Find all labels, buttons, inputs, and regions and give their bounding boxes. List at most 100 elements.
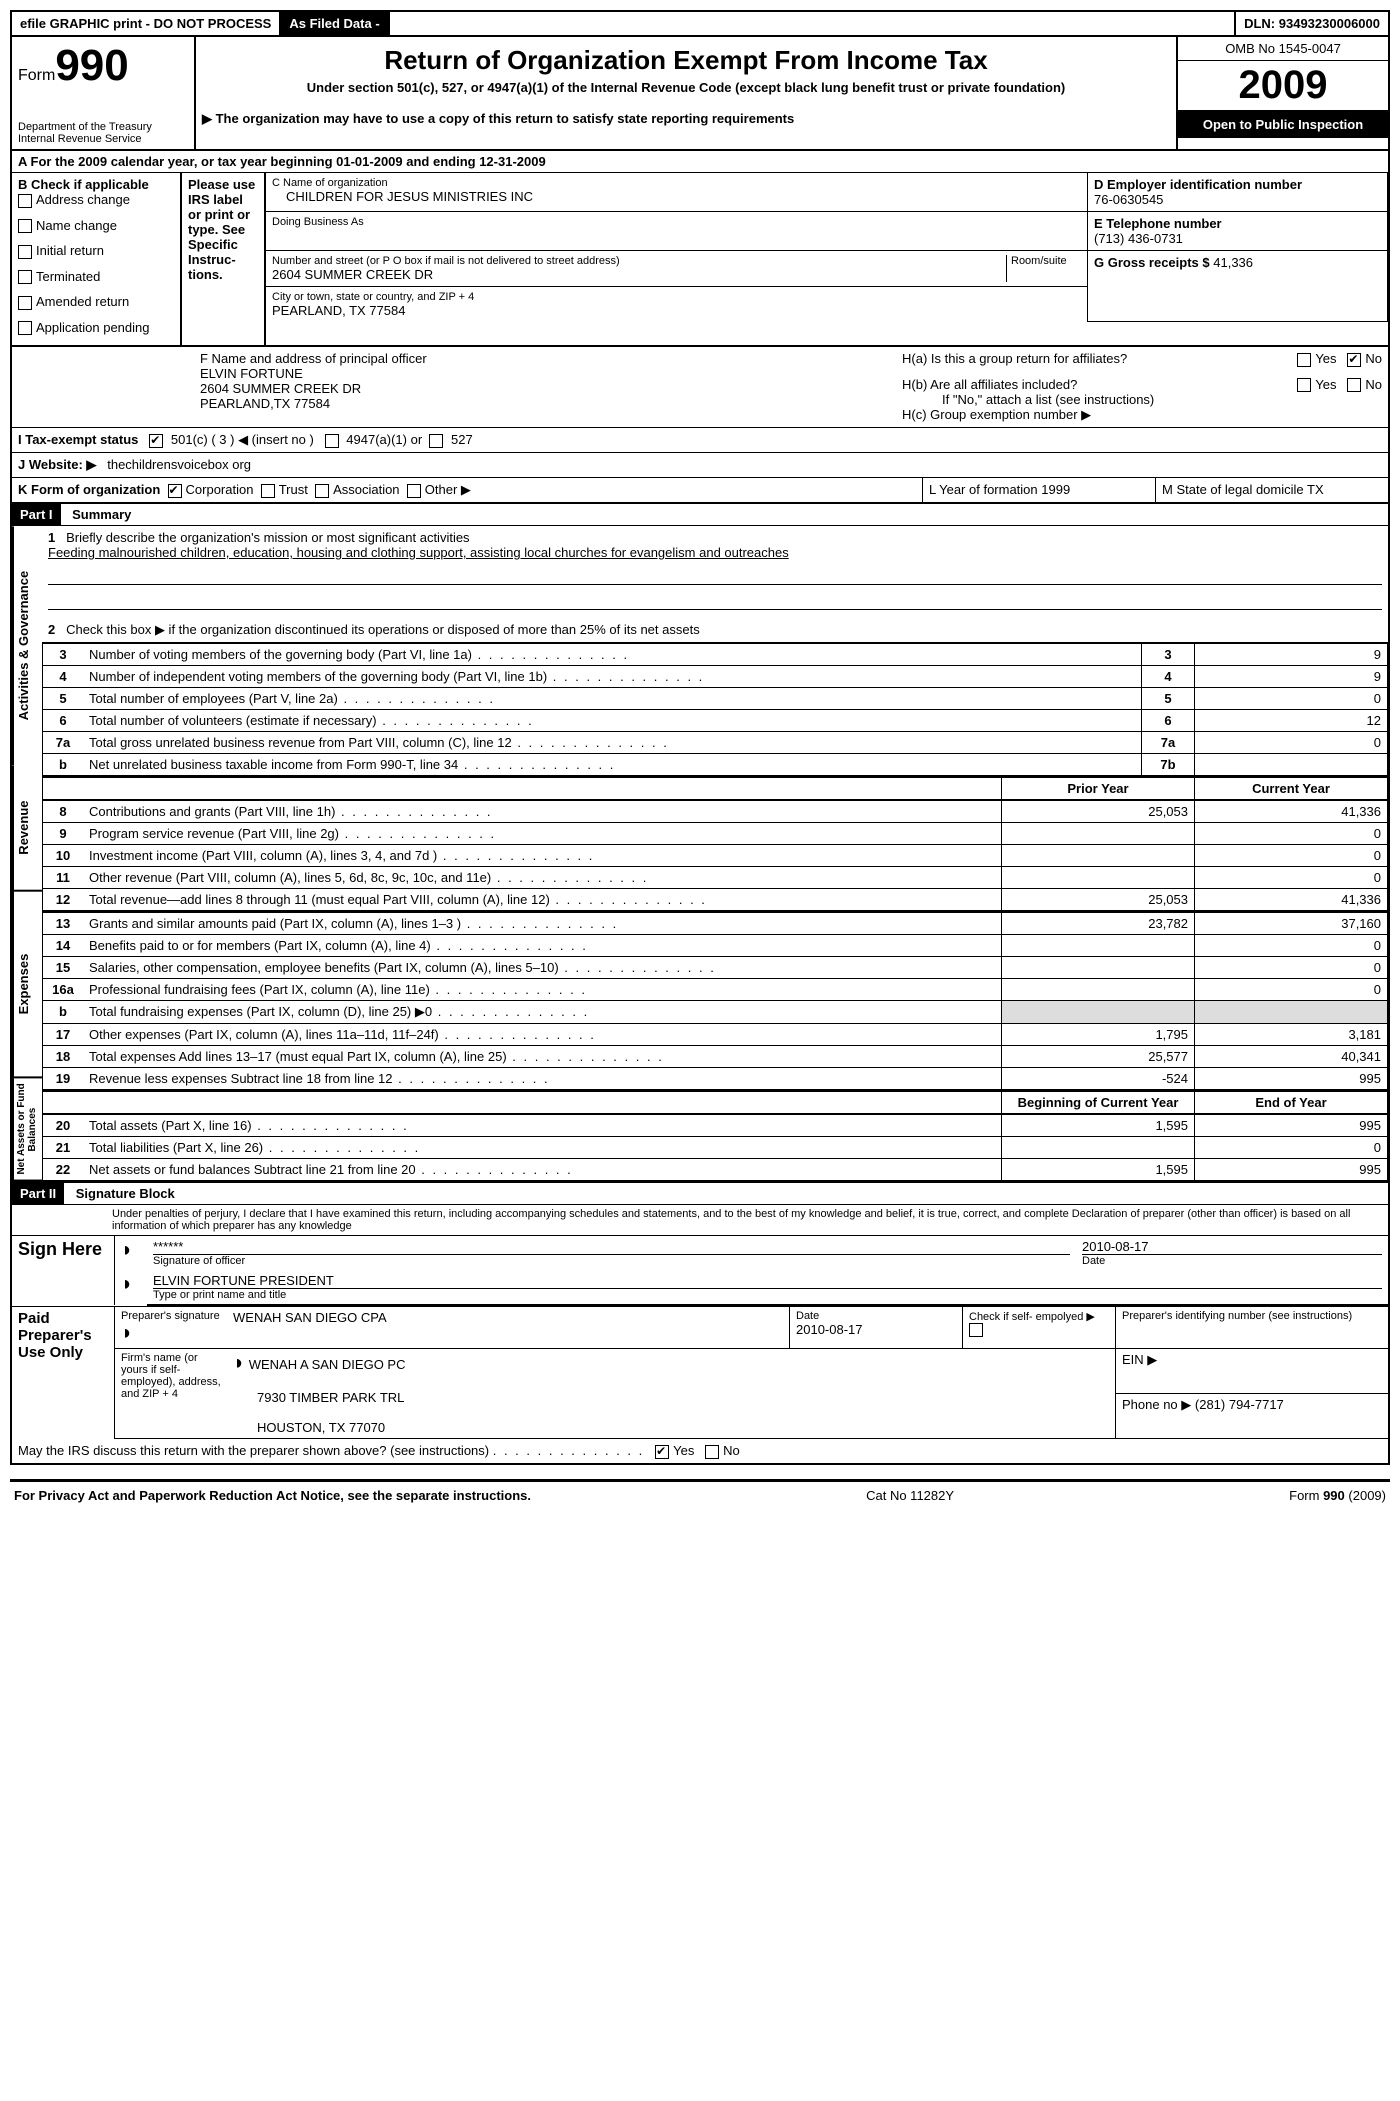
hb-note: If "No," attach a list (see instructions… <box>902 392 1382 407</box>
box-c-dba: Doing Business As <box>266 212 1088 251</box>
inspection-notice: Open to Public Inspection <box>1178 111 1388 138</box>
discuss-line: May the IRS discuss this return with the… <box>12 1439 1388 1463</box>
ein-label: EIN ▶ <box>1116 1349 1389 1394</box>
check-terminated[interactable]: Terminated <box>18 269 174 285</box>
check-initial[interactable]: Initial return <box>18 243 174 259</box>
line-a: A For the 2009 calendar year, or tax yea… <box>12 151 1388 173</box>
preparer-phone: Phone no ▶ (281) 794-7717 <box>1116 1394 1389 1439</box>
form-990-page: efile GRAPHIC print - DO NOT PROCESS As … <box>10 10 1390 1465</box>
col-current: Current Year <box>1195 777 1388 800</box>
box-b-title: B Check if applicable <box>18 177 174 192</box>
k-other-check[interactable] <box>407 484 421 498</box>
officer-street: 2604 SUMMER CREEK DR <box>200 381 890 396</box>
col-end: End of Year <box>1195 1091 1388 1114</box>
officer-signature: ****** <box>153 1239 1070 1255</box>
rev-table: 8 Contributions and grants (Part VIII, l… <box>42 800 1388 911</box>
firm-info: ◗ WENAH A SAN DIEGO PC 7930 TIMBER PARK … <box>227 1349 1116 1439</box>
street-value: 2604 SUMMER CREEK DR <box>272 267 1006 282</box>
dba-label: Doing Business As <box>272 216 1081 228</box>
hb-no-check[interactable] <box>1347 378 1361 392</box>
pointer-icon: ◗ <box>121 1239 133 1261</box>
k-trust-check[interactable] <box>261 484 275 498</box>
e-label: E Telephone number <box>1094 216 1381 231</box>
line-m: M State of legal domicile TX <box>1155 478 1388 502</box>
i-527-check[interactable] <box>429 434 443 448</box>
check-name[interactable]: Name change <box>18 218 174 234</box>
officer-name-title: ELVIN FORTUNE PRESIDENT <box>153 1273 1382 1289</box>
page-footer: For Privacy Act and Paperwork Reduction … <box>10 1479 1390 1509</box>
dept-line1: Department of the Treasury <box>18 121 188 133</box>
i-label: I Tax-exempt status <box>18 432 138 447</box>
form-label: Form <box>18 67 55 84</box>
mission-text: Feeding malnourished children, education… <box>48 545 789 560</box>
gov-table: 3 Number of voting members of the govern… <box>42 643 1388 776</box>
part2-badge: Part II <box>12 1183 64 1204</box>
perjury-statement: Under penalties of perjury, I declare th… <box>12 1205 1388 1236</box>
hb-label: H(b) Are all affiliates included? <box>902 377 1077 393</box>
label-expenses: Expenses <box>12 891 42 1078</box>
city-value: PEARLAND, TX 77584 <box>272 303 1081 318</box>
k-assoc-check[interactable] <box>315 484 329 498</box>
prep-sig-label: Preparer's signature ◗ <box>115 1307 228 1349</box>
box-c-city: City or town, state or country, and ZIP … <box>266 287 1088 322</box>
copy-note: ▶ The organization may have to use a cop… <box>202 111 1170 127</box>
dln-label: DLN: <box>1244 16 1275 31</box>
box-c-name: C Name of organization CHILDREN FOR JESU… <box>266 173 1088 212</box>
signature-block: Sign Here ◗ ****** Signature of officer … <box>12 1236 1388 1306</box>
line2: 2 Check this box ▶ if the organization d… <box>42 618 1388 643</box>
check-address[interactable]: Address change <box>18 192 174 208</box>
k-corp-check[interactable] <box>168 484 182 498</box>
website-value: thechildrensvoicebox org <box>107 457 251 472</box>
line-k: K Form of organization Corporation Trust… <box>12 478 1388 504</box>
hb-yes-check[interactable] <box>1297 378 1311 392</box>
label-netassets: Net Assets or Fund Balances <box>12 1079 42 1182</box>
hc-label: H(c) Group exemption number ▶ <box>902 407 1382 423</box>
part1-body: Activities & Governance Revenue Expenses… <box>12 526 1388 1183</box>
exp-table: 13 Grants and similar amounts paid (Part… <box>42 911 1388 1090</box>
sig-date: 2010-08-17 <box>1082 1239 1382 1255</box>
g-label: G Gross receipts $ <box>1094 255 1210 270</box>
top-bar: efile GRAPHIC print - DO NOT PROCESS As … <box>12 12 1388 37</box>
header-left: Form990 Department of the Treasury Inter… <box>12 37 196 149</box>
omb-number: OMB No 1545-0047 <box>1178 37 1388 61</box>
officer-city: PEARLAND,TX 77584 <box>200 396 890 411</box>
line1: 1 Briefly describe the organization's mi… <box>42 526 1388 618</box>
box-g: G Gross receipts $ 41,336 <box>1088 251 1388 322</box>
part2-header: Part II Signature Block <box>12 1183 1388 1205</box>
dln-value: 93493230006000 <box>1279 16 1380 31</box>
prep-id-label: Preparer's identifying number (see instr… <box>1116 1307 1389 1349</box>
i-501c-check[interactable] <box>149 434 163 448</box>
net-table: 20 Total assets (Part X, line 16) 1,5959… <box>42 1114 1388 1181</box>
box-d: D Employer identification number 76-0630… <box>1088 173 1388 212</box>
gross-receipts: 41,336 <box>1213 255 1253 270</box>
check-pending[interactable]: Application pending <box>18 320 174 336</box>
self-employed-check[interactable] <box>969 1323 983 1337</box>
discuss-no-check[interactable] <box>705 1445 719 1459</box>
box-h: H(a) Is this a group return for affiliat… <box>896 347 1388 427</box>
preparer-block: Paid Preparer's Use Only Preparer's sign… <box>12 1306 1388 1439</box>
box-e: E Telephone number (713) 436-0731 <box>1088 212 1388 251</box>
date-label: Date <box>1082 1255 1382 1267</box>
ha-no-check[interactable] <box>1347 353 1361 367</box>
as-filed-label: As Filed Data - <box>281 12 389 35</box>
f-label: F Name and address of principal officer <box>200 351 890 366</box>
line-i: I Tax-exempt status 501(c) ( 3 ) ◀ (inse… <box>12 428 1388 453</box>
street-label: Number and street (or P O box if mail is… <box>272 255 1006 267</box>
net-header: Beginning of Current Year End of Year <box>42 1090 1388 1114</box>
form-ref: Form 990 (2009) <box>1289 1488 1386 1503</box>
box-f: F Name and address of principal officer … <box>194 347 896 427</box>
rev-header: Prior Year Current Year <box>42 776 1388 800</box>
form-number: 990 <box>55 41 128 90</box>
check-amended[interactable]: Amended return <box>18 294 174 310</box>
tax-year: 2009 <box>1178 61 1388 111</box>
sig-officer-label: Signature of officer <box>153 1255 1070 1267</box>
irs-label-note: Please use IRS label or print or type. S… <box>182 173 266 345</box>
entity-info-grid: B Check if applicable Address change Nam… <box>12 173 1388 347</box>
ha-yes-check[interactable] <box>1297 353 1311 367</box>
efile-notice: efile GRAPHIC print - DO NOT PROCESS <box>12 12 281 35</box>
header-center: Return of Organization Exempt From Incom… <box>196 37 1176 149</box>
sign-here-label: Sign Here <box>12 1236 115 1305</box>
discuss-yes-check[interactable] <box>655 1445 669 1459</box>
i-4947-check[interactable] <box>325 434 339 448</box>
line-j: J Website: ▶ thechildrensvoicebox org <box>12 453 1388 478</box>
